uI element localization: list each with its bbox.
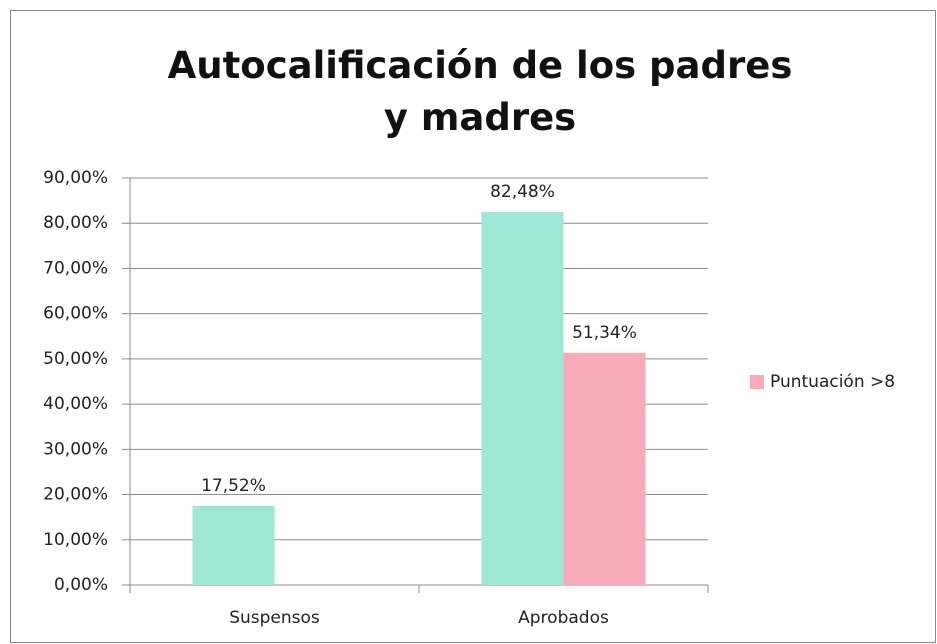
x-tick-label: Aprobados xyxy=(518,608,609,628)
y-tick-label: 10,00% xyxy=(43,530,108,550)
y-tick-label: 30,00% xyxy=(43,439,108,459)
y-tick-label: 0,00% xyxy=(54,575,108,595)
y-tick-label: 80,00% xyxy=(43,213,108,233)
legend-label: Puntuación >8 xyxy=(770,372,895,392)
y-tick-label: 70,00% xyxy=(43,258,108,278)
x-tick-label: Suspensos xyxy=(229,608,320,628)
value-label: 51,34% xyxy=(572,323,637,343)
bar xyxy=(481,212,564,585)
value-label: 17,52% xyxy=(201,476,266,496)
y-tick-label: 90,00% xyxy=(43,168,108,188)
y-tick-label: 60,00% xyxy=(43,304,108,324)
y-tick-label: 40,00% xyxy=(43,394,108,414)
value-label: 82,48% xyxy=(490,182,555,202)
chart-border xyxy=(10,10,936,643)
chart-title: Autocalificación de los padres y madres xyxy=(167,44,793,139)
legend-swatch xyxy=(750,375,764,389)
bar xyxy=(192,505,275,585)
bar xyxy=(563,352,646,585)
y-tick-label: 50,00% xyxy=(43,349,108,369)
y-tick-label: 20,00% xyxy=(43,485,108,505)
